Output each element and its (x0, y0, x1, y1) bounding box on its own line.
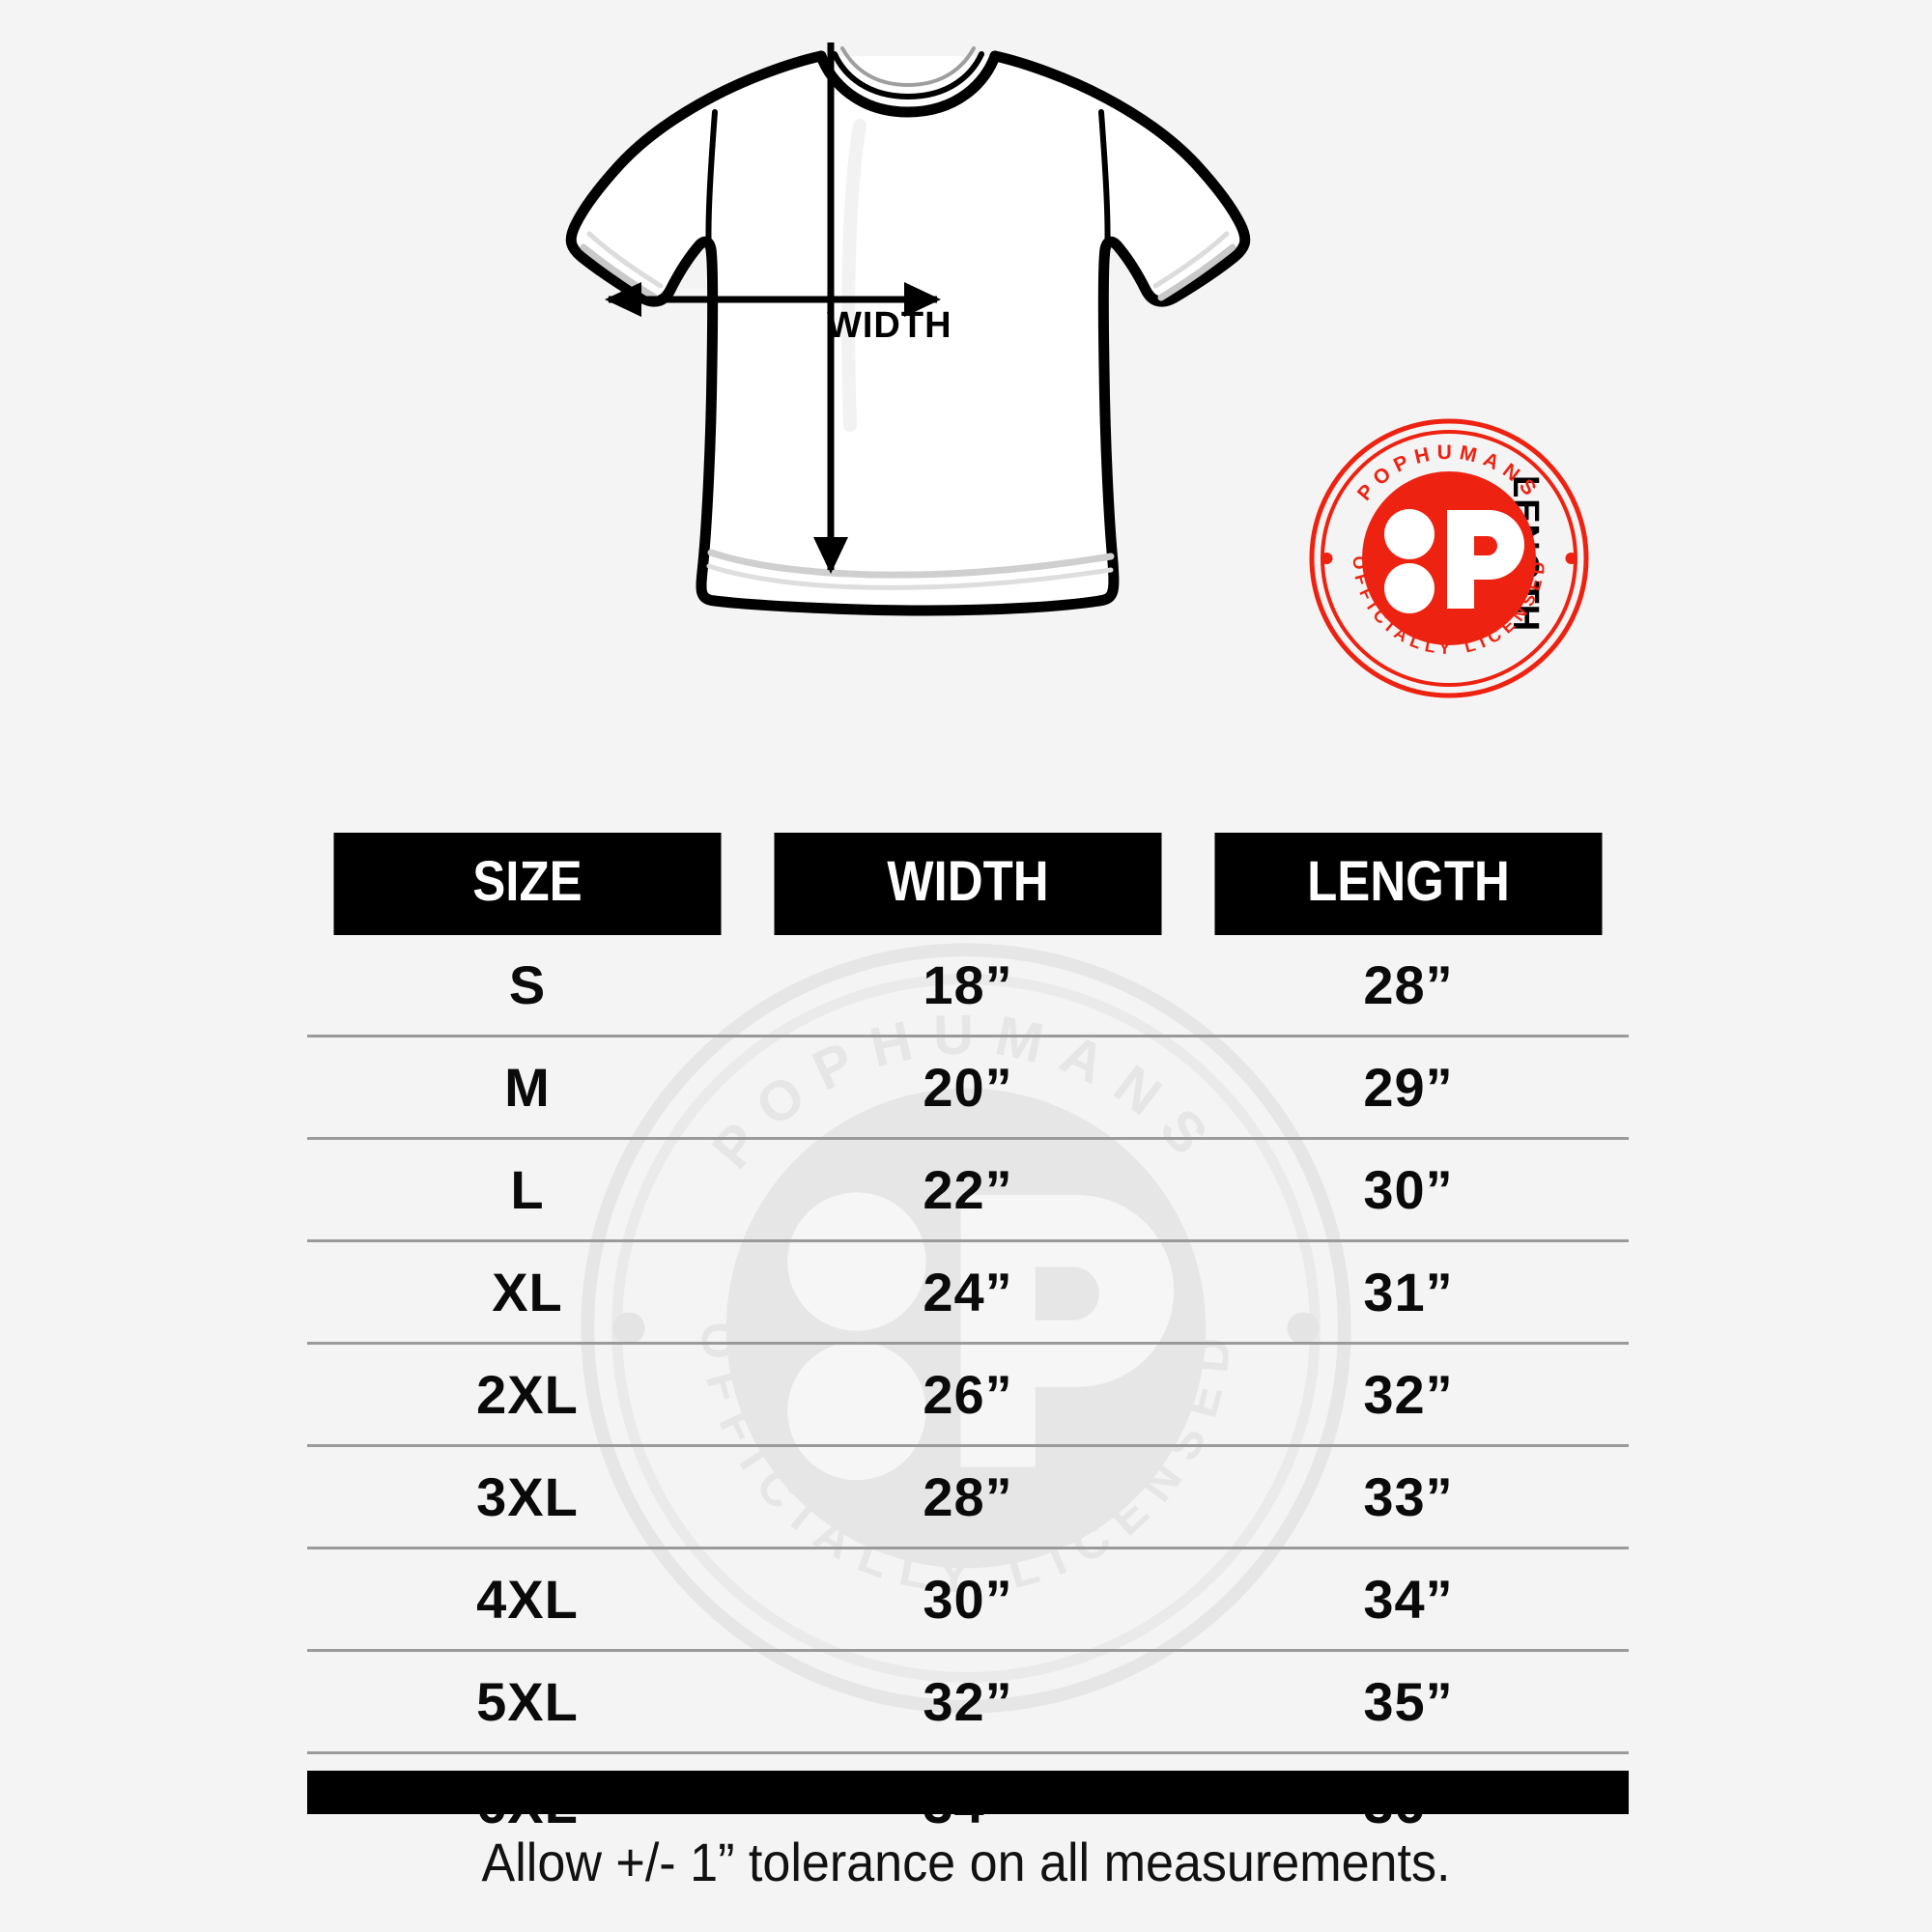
size-cell: S (307, 935, 748, 1037)
length-cell: 28” (1187, 935, 1629, 1037)
length-cell: 33” (1187, 1445, 1629, 1549)
pophumans-badge-icon: POPHUMANS OFFICIALLY LICENSED (1309, 418, 1589, 698)
table-row: XL 24” 31” (307, 1240, 1629, 1345)
size-cell: 3XL (307, 1445, 748, 1549)
size-cell: 5XL (307, 1650, 748, 1754)
size-cell: M (307, 1036, 748, 1140)
table-row: L 22” 30” (307, 1138, 1629, 1242)
table-row: S 18” 28” (307, 935, 1629, 1037)
size-chart-table-wrapper: SIZE WIDTH LENGTH S 18” 28” M 20” 29” L 22” 30” X… (307, 833, 1629, 1854)
table-row: 2XL 26” 32” (307, 1343, 1629, 1447)
table-header-row: SIZE WIDTH LENGTH (307, 833, 1629, 935)
table-row: M 20” 29” (307, 1036, 1629, 1140)
table-row: 3XL 28” 33” (307, 1445, 1629, 1549)
length-cell: 32” (1187, 1343, 1629, 1447)
table-header: SIZE WIDTH LENGTH (307, 833, 1629, 935)
width-cell: 18” (747, 935, 1188, 1037)
length-cell: 30” (1187, 1138, 1629, 1242)
size-chart-table: SIZE WIDTH LENGTH S 18” 28” M 20” 29” L 22” 30” X… (307, 833, 1629, 1854)
table-row: 4XL 30” 34” (307, 1548, 1629, 1652)
table-bottom-rule (307, 1771, 1629, 1814)
width-cell: 24” (747, 1240, 1188, 1345)
column-header-width: WIDTH (774, 833, 1162, 935)
width-cell: 30” (747, 1548, 1188, 1652)
tshirt-diagram: WIDTH LENGTH (541, 19, 1546, 792)
width-dimension-label: WIDTH (827, 305, 952, 346)
size-cell: 2XL (307, 1343, 748, 1447)
size-cell: 4XL (307, 1548, 748, 1652)
table-row: 5XL 32” 35” (307, 1650, 1629, 1754)
column-header-length: LENGTH (1214, 833, 1603, 935)
length-cell: 31” (1187, 1240, 1629, 1345)
width-cell: 26” (747, 1343, 1188, 1447)
size-cell: XL (307, 1240, 748, 1345)
length-cell: 35” (1187, 1650, 1629, 1754)
column-header-size: SIZE (333, 833, 722, 935)
width-cell: 28” (747, 1445, 1188, 1549)
width-cell: 22” (747, 1138, 1188, 1242)
tolerance-note: Allow +/- 1” tolerance on all measuremen… (481, 1832, 1451, 1892)
length-cell: 34” (1187, 1548, 1629, 1652)
table-body: S 18” 28” M 20” 29” L 22” 30” XL 24” 31” 2XL 26” 32” 3X… (307, 935, 1629, 1854)
pophumans-logo-badge: POPHUMANS OFFICIALLY LICENSED (1309, 418, 1589, 698)
width-cell: 32” (747, 1650, 1188, 1754)
size-cell: L (307, 1138, 748, 1242)
width-cell: 20” (747, 1036, 1188, 1140)
tshirt-illustration (565, 43, 1251, 616)
length-cell: 29” (1187, 1036, 1629, 1140)
